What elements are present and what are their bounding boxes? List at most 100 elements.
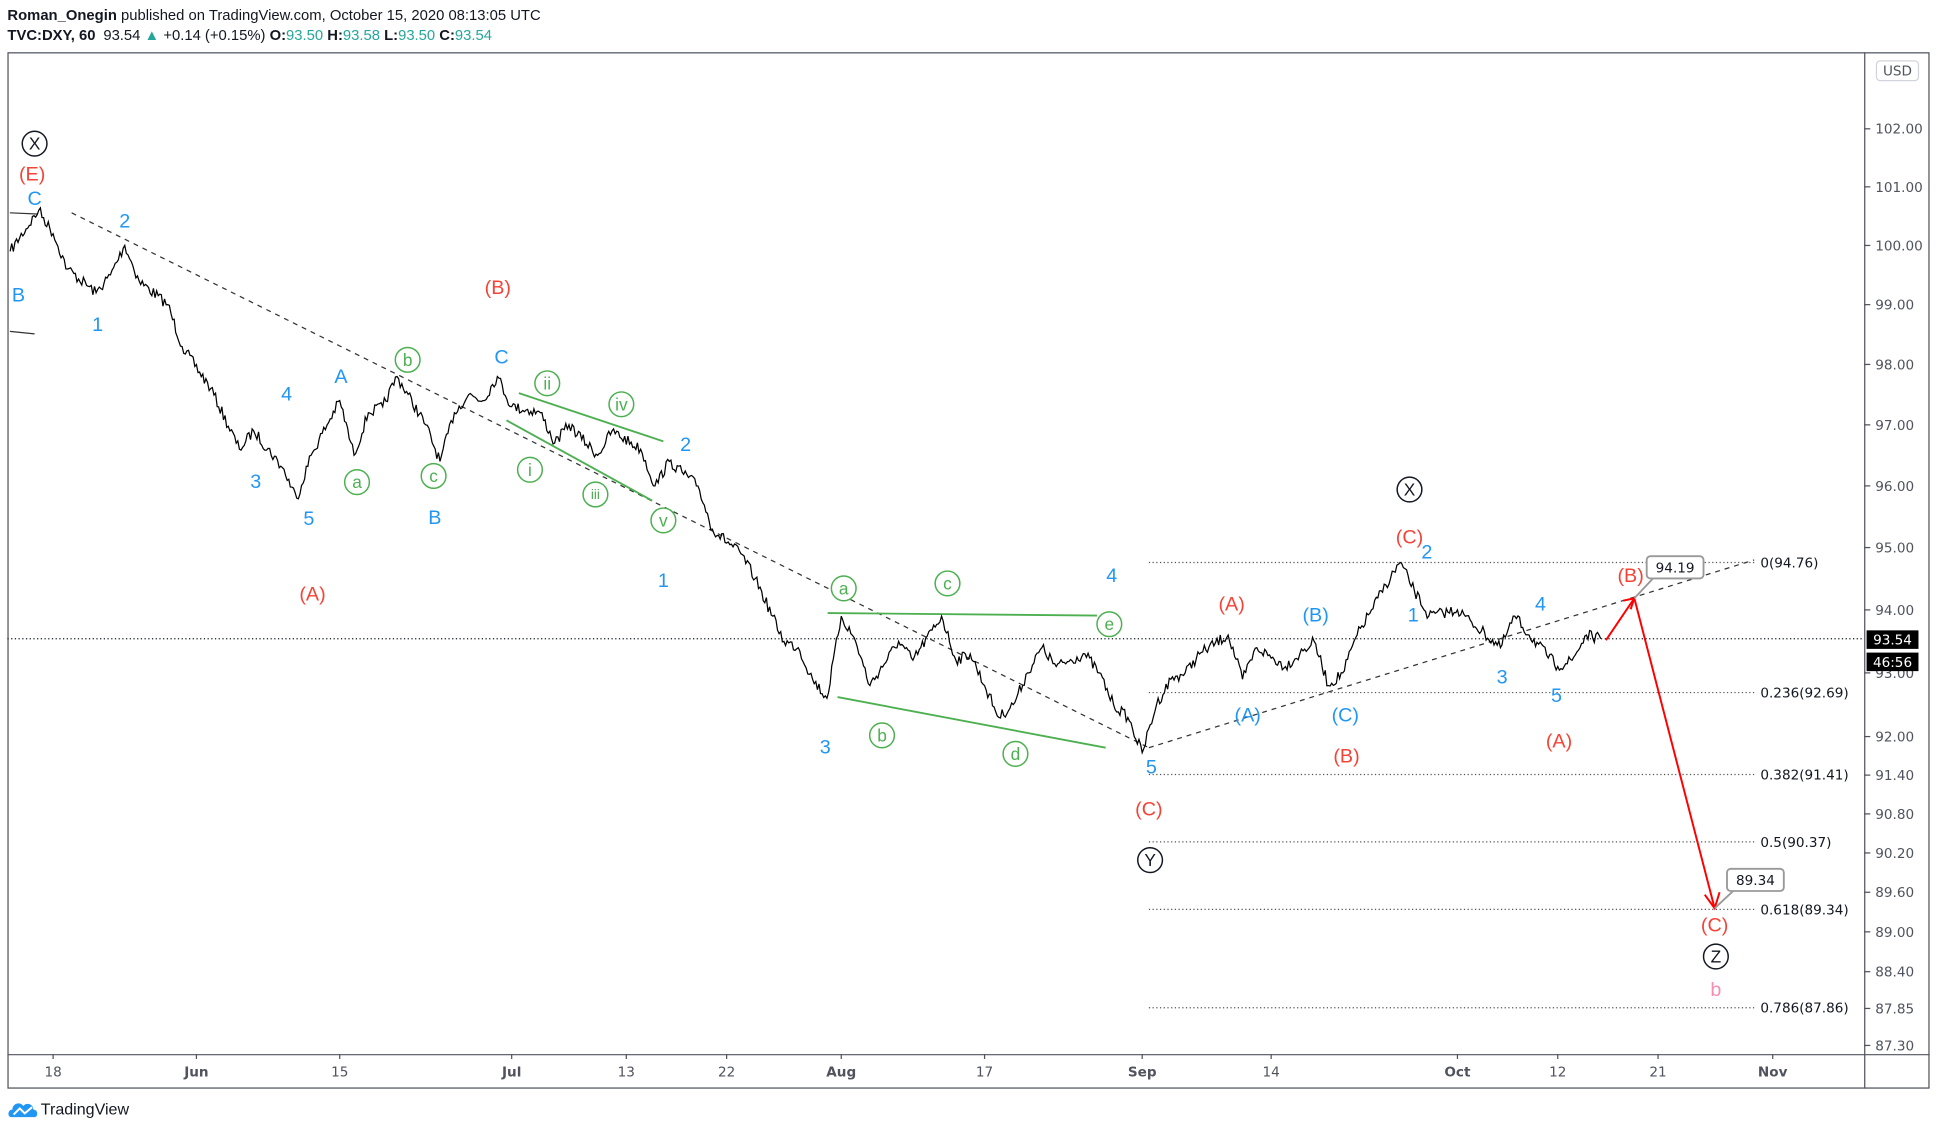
close-value: 93.54 — [455, 28, 492, 44]
wave-label[interactable]: v — [659, 510, 668, 530]
x-tick-label: 17 — [976, 1064, 993, 1080]
y-tick-label: 102.00 — [1875, 122, 1923, 138]
x-tick-label: 14 — [1263, 1064, 1280, 1080]
wave-label[interactable]: C — [494, 346, 508, 368]
drawings-layer: 0(94.76) 0.236(92.69) 0.382(91.41) 0.5(90.3… — [7, 212, 1865, 1017]
wave-label[interactable]: (C) — [1135, 798, 1162, 820]
channel-line-green[interactable] — [518, 392, 664, 443]
wave-label-circle — [830, 575, 857, 602]
wave-label[interactable]: 4 — [1535, 593, 1546, 615]
wave-label-circle — [650, 507, 677, 534]
fib-level-label: 0(94.76) — [1760, 555, 1818, 571]
wave-label-circle — [21, 130, 48, 157]
trend-line-dashed[interactable] — [1148, 559, 1755, 749]
price-callout-label: 94.19 — [1656, 560, 1695, 576]
wave-label[interactable]: c — [429, 466, 438, 486]
wave-label[interactable]: 5 — [303, 508, 314, 530]
last-price: 93.54 — [103, 28, 140, 44]
projection-arrow[interactable] — [1605, 595, 1716, 909]
wave-label[interactable]: 2 — [680, 434, 691, 456]
wave-label[interactable]: (C) — [1396, 527, 1423, 549]
wave-label[interactable]: (C) — [1332, 705, 1359, 727]
wave-label[interactable]: ii — [543, 373, 551, 393]
wave-label-circle — [608, 391, 635, 418]
countdown-label: 46:56 — [1873, 655, 1912, 671]
currency-badge[interactable] — [1875, 60, 1920, 82]
trend-line[interactable] — [9, 212, 38, 215]
wave-label[interactable]: (B) — [485, 277, 511, 299]
y-tick-label: 89.60 — [1875, 885, 1914, 901]
wave-label[interactable]: 3 — [820, 737, 831, 759]
wave-label[interactable]: a — [352, 472, 362, 492]
wave-label[interactable]: 3 — [1497, 666, 1508, 688]
wave-label[interactable]: B — [428, 507, 441, 529]
wave-label[interactable]: C — [27, 188, 41, 210]
wave-label-circle — [582, 481, 609, 508]
tradingview-brand[interactable]: TradingView — [41, 1101, 130, 1119]
wave-label[interactable]: 5 — [1146, 756, 1157, 778]
wave-label-circle — [868, 722, 896, 749]
wave-label[interactable]: (B) — [1617, 565, 1643, 587]
wave-label[interactable]: (E) — [19, 164, 45, 186]
author[interactable]: Roman_Onegin — [7, 8, 116, 24]
wave-label[interactable]: Y — [1144, 850, 1156, 870]
wave-label-circle — [1396, 476, 1423, 503]
wave-label[interactable]: 1 — [658, 570, 669, 592]
wave-label[interactable]: (B) — [1333, 745, 1359, 767]
tradingview-logo-icon[interactable] — [8, 1103, 38, 1118]
wave-label[interactable]: c — [943, 573, 952, 593]
wave-label[interactable]: X — [1404, 480, 1416, 500]
y-tick-label: 88.40 — [1875, 965, 1914, 981]
wave-label[interactable]: (A) — [1546, 731, 1572, 753]
time-axis[interactable]: 18 Jun 15 Jul 13 22 Aug 17 Sep 14 Oct 12 21 Nov — [44, 1054, 1788, 1080]
wave-label[interactable]: 1 — [92, 314, 103, 336]
wave-label[interactable]: iv — [615, 394, 628, 414]
wave-label[interactable]: 1 — [1408, 605, 1419, 627]
wave-label[interactable]: 4 — [1106, 565, 1117, 587]
x-tick-label: 12 — [1549, 1064, 1566, 1080]
wave-label-circle — [934, 570, 961, 597]
wave-label[interactable]: a — [839, 578, 849, 598]
wave-label[interactable]: (B) — [1302, 605, 1328, 627]
symbol: TVC:DXY, 60 — [7, 28, 95, 44]
wave-label[interactable]: 4 — [281, 383, 292, 405]
chart-frame — [7, 52, 1930, 1089]
y-tick-label: 90.20 — [1875, 846, 1914, 862]
wave-label-circle — [394, 346, 421, 373]
trend-line-dashed[interactable] — [71, 212, 1150, 749]
x-tick-label: 13 — [618, 1064, 635, 1080]
wave-label[interactable]: B — [12, 285, 25, 307]
wave-label[interactable]: b — [1710, 979, 1721, 1001]
price-callout[interactable] — [1726, 867, 1785, 892]
wave-label[interactable]: A — [334, 366, 348, 388]
price-callout[interactable] — [1645, 555, 1705, 580]
wave-label[interactable]: Z — [1711, 946, 1722, 966]
y-tick-label: 89.00 — [1875, 925, 1914, 941]
callout-pointer — [1714, 889, 1736, 909]
channel-line-green[interactable] — [837, 696, 1106, 749]
open-value: 93.50 — [286, 28, 323, 44]
wave-label[interactable]: d — [1011, 744, 1021, 764]
wave-label[interactable]: 2 — [119, 210, 130, 232]
y-tick-label: 100.00 — [1875, 238, 1923, 254]
fib-level-label: 0.5(90.37) — [1760, 835, 1831, 851]
wave-label[interactable]: 5 — [1551, 685, 1562, 707]
wave-label[interactable]: e — [1105, 614, 1115, 634]
wave-label[interactable]: iii — [591, 487, 600, 502]
wave-label[interactable]: 3 — [250, 471, 261, 493]
channel-line-green[interactable] — [506, 419, 653, 502]
wave-label[interactable]: b — [403, 350, 413, 370]
wave-label[interactable]: i — [528, 460, 532, 480]
wave-label[interactable]: (C) — [1701, 915, 1728, 937]
x-tick-label: 21 — [1649, 1064, 1666, 1080]
channel-line-green[interactable] — [827, 612, 1097, 617]
wave-label[interactable]: b — [877, 725, 887, 745]
wave-label[interactable]: (A) — [299, 584, 325, 606]
wave-label[interactable]: 2 — [1421, 542, 1432, 564]
wave-label[interactable]: (A) — [1235, 705, 1261, 727]
wave-label[interactable]: X — [29, 134, 41, 154]
price-axis[interactable]: 102.00 101.00 100.00 99.00 98.00 97.00 96.00 95… — [1864, 122, 1923, 1055]
y-tick-label: 94.00 — [1875, 603, 1914, 619]
wave-label[interactable]: (A) — [1218, 593, 1244, 615]
trend-line[interactable] — [9, 330, 35, 335]
